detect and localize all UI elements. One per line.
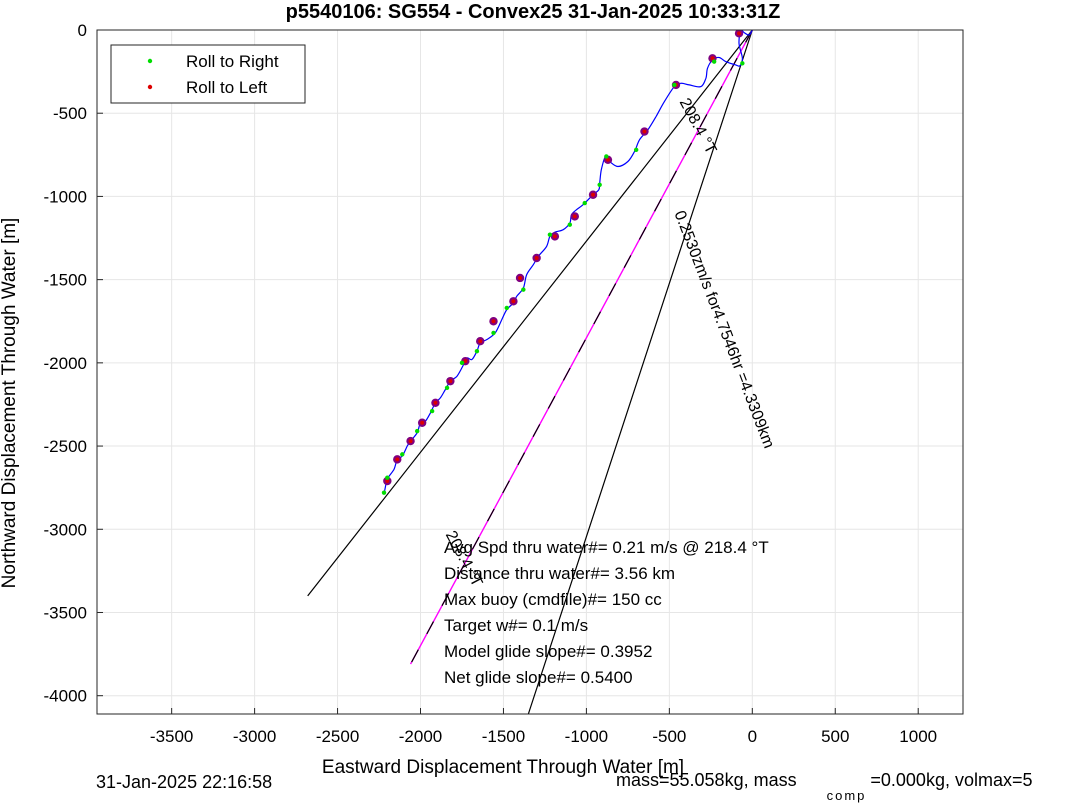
- plot-frame: [96, 29, 964, 715]
- roll-right-marker: [414, 428, 420, 434]
- roll-right-marker: [597, 182, 602, 187]
- legend-marker-left: [147, 84, 153, 90]
- y-tick-label: -500: [53, 104, 87, 123]
- current-line-dash: [410, 30, 753, 665]
- chart-title: p5540106: SG554 - Convex25 31-Jan-2025 1…: [286, 1, 781, 23]
- stats-box: Avg Spd thru water#= 0.21 m/s @ 218.4 °T…: [444, 538, 769, 687]
- roll-left-marker: [642, 129, 647, 134]
- roll-right-marker: [504, 305, 509, 311]
- roll-left-marker: [591, 192, 596, 197]
- legend-box: [110, 44, 306, 104]
- y-tick-label: -2500: [44, 437, 87, 456]
- roll-left-marker: [572, 214, 577, 219]
- roll-right-marker: [400, 452, 405, 457]
- heading-line: [527, 30, 753, 714]
- stats-line: Model glide slope#= 0.3952: [444, 642, 652, 661]
- x-tick-label: -2500: [316, 727, 359, 746]
- roll-left-marker: [433, 400, 438, 405]
- roll-left-marker: [518, 275, 523, 280]
- y-tick-label: -2000: [44, 354, 87, 373]
- legend-marker-right: [147, 58, 153, 64]
- stats-line: Distance thru water#= 3.56 km: [444, 564, 675, 583]
- footer-mass-rest: =0.000kg, volmax=5: [870, 770, 1033, 790]
- legend: Roll to Right Roll to Left: [110, 44, 306, 104]
- roll-right-marker: [604, 154, 609, 159]
- x-tick-label: -2000: [399, 727, 442, 746]
- roll-right-marker: [381, 490, 387, 495]
- footer-mass-text: mass=55.058kg, mass: [616, 770, 797, 790]
- x-tick-label: -1000: [565, 727, 608, 746]
- roll-left-marker: [478, 339, 483, 344]
- footer-timestamp: 31-Jan-2025 22:16:58: [96, 772, 273, 792]
- roll-left-marker: [511, 299, 516, 304]
- roll-left-marker: [737, 31, 742, 36]
- roll-right-marker: [672, 82, 677, 88]
- roll-right-marker: [429, 408, 435, 414]
- stats-line: Avg Spd thru water#= 0.21 m/s @ 218.4 °T: [444, 538, 769, 557]
- stats-line: Max buoy (cmdfile)#= 150 cc: [444, 590, 662, 609]
- axis-ticks: -3500 -3000 -2500 -2000 -1500 -1000 -500 0 500 10…: [44, 21, 938, 746]
- stats-line: Net glide slope#= 0.5400: [444, 668, 633, 687]
- roll-right-marker: [459, 360, 465, 366]
- roll-left-marker: [448, 379, 453, 384]
- roll-right-marker: [740, 61, 745, 66]
- y-tick-label: -3000: [44, 520, 87, 539]
- roll-left-marker: [385, 479, 390, 484]
- roll-left-marker: [552, 234, 557, 239]
- roll-right-marker: [474, 348, 480, 354]
- roll-left-marker: [605, 157, 610, 162]
- roll-right-marker: [567, 222, 573, 227]
- y-tick-label: 0: [78, 21, 87, 40]
- roll-left-marker: [420, 420, 425, 425]
- x-tick-label: 500: [821, 727, 849, 746]
- x-tick-label: -1500: [482, 727, 525, 746]
- heading-lines: [307, 30, 753, 714]
- footer-mass: mass=55.058kg, mass comp=0.000kg, volmax=…: [616, 770, 1033, 803]
- roll-right-marker: [385, 475, 390, 480]
- y-tick-label: -1500: [44, 271, 87, 290]
- y-tick-label: -3500: [44, 603, 87, 622]
- roll-right-marker: [444, 385, 450, 391]
- roll-left-marker: [491, 319, 496, 324]
- stats-line: Target w#= 0.1 m/s: [444, 616, 588, 635]
- roll-right-marker: [711, 59, 717, 64]
- roll-left-marker: [408, 439, 413, 444]
- x-tick-label: -3500: [150, 727, 193, 746]
- x-tick-label: 1000: [899, 727, 937, 746]
- y-axis-label: Northward Displacement Through Water [m]: [0, 218, 20, 589]
- heading-line: [307, 30, 753, 597]
- legend-label-right: Roll to Right: [186, 52, 279, 71]
- legend-label-left: Roll to Left: [186, 78, 268, 97]
- roll-left-marker: [710, 56, 715, 61]
- roll-right-marker: [491, 330, 496, 336]
- x-axis-label: Eastward Displacement Through Water [m]: [322, 757, 684, 778]
- roll-right-marker: [547, 232, 553, 237]
- x-tick-label: -500: [652, 727, 686, 746]
- y-tick-label: -1000: [44, 187, 87, 206]
- roll-right-marker: [582, 200, 587, 206]
- roll-right-marker: [521, 287, 526, 292]
- roll-left-marker: [395, 457, 400, 462]
- x-tick-label: -3000: [233, 727, 276, 746]
- plot-area: [97, 30, 963, 714]
- x-tick-label: 0: [748, 727, 757, 746]
- roll-left-marker: [534, 256, 539, 260]
- y-tick-label: -4000: [44, 687, 87, 706]
- roll-markers: [381, 30, 745, 495]
- footer-mass-subscript: comp: [826, 788, 867, 803]
- roll-right-marker: [633, 147, 639, 153]
- roll-left-marker: [463, 359, 468, 364]
